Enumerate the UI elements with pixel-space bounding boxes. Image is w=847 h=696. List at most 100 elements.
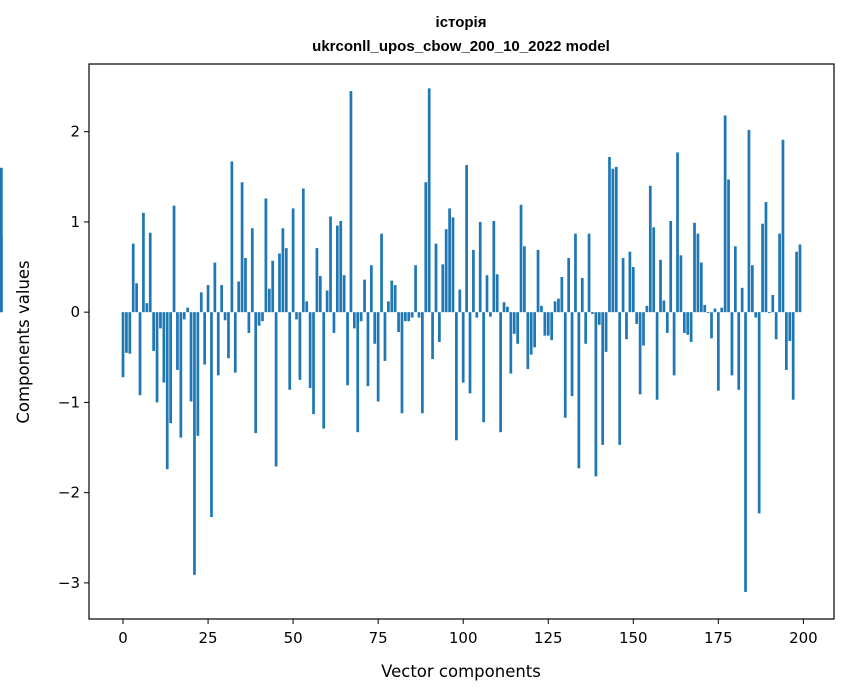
bar-49 — [288, 312, 292, 390]
bar-58 — [318, 276, 322, 313]
bar-190 — [768, 312, 771, 314]
bar-10 — [155, 312, 159, 403]
y-axis-label: Components values — [14, 260, 33, 423]
bar-183 — [744, 312, 747, 592]
x-tick-label: 150 — [619, 629, 648, 647]
bar-142 — [604, 312, 608, 352]
bar-94 — [441, 264, 445, 313]
bar-96 — [448, 208, 451, 313]
bar-174 — [713, 308, 717, 313]
bar-138 — [591, 312, 594, 314]
bar-26 — [210, 312, 213, 518]
bar-11 — [159, 312, 162, 329]
bar-116 — [516, 312, 519, 344]
x-axis-ticks: 0 25 50 75 100 125 150 175 200 — [118, 619, 818, 647]
bar-28 — [216, 312, 220, 376]
bar-167 — [689, 312, 693, 342]
bar-85 — [410, 312, 414, 318]
bar-171 — [703, 304, 707, 313]
bar-199 — [798, 244, 802, 313]
bar-120 — [529, 312, 533, 355]
bar-154 — [645, 305, 649, 313]
bar-75 — [376, 312, 380, 402]
y-tick-label: −2 — [58, 484, 80, 502]
bar-136 — [584, 312, 588, 344]
bar-144 — [611, 168, 615, 313]
bar-16 — [176, 312, 179, 370]
bar-48 — [284, 248, 288, 313]
bar-108 — [489, 312, 492, 317]
bar-63 — [335, 225, 339, 313]
bar-67 — [349, 91, 353, 313]
bar-50 — [291, 208, 295, 313]
y-tick-label: −3 — [58, 574, 80, 592]
bar-8 — [148, 232, 152, 313]
bar-134 — [577, 312, 581, 469]
bar-27 — [213, 262, 217, 313]
bar-83 — [404, 312, 407, 322]
bar-188 — [761, 223, 764, 313]
bar-86 — [414, 265, 417, 313]
x-tick-label: 175 — [704, 629, 733, 647]
bar-43 — [267, 288, 271, 313]
bar-115 — [512, 312, 516, 334]
bar-61 — [329, 216, 332, 313]
bar-113 — [506, 306, 509, 313]
bar-198 — [795, 251, 798, 313]
bar-166 — [686, 312, 690, 335]
bar-6 — [142, 212, 145, 313]
bar-148 — [625, 312, 628, 340]
bar-192 — [774, 312, 778, 340]
bar-87 — [417, 312, 421, 318]
bar-46 — [278, 253, 281, 313]
bar-172 — [706, 312, 710, 314]
bar-97 — [451, 217, 455, 313]
bar-55 — [308, 312, 312, 388]
bar-47 — [281, 228, 285, 313]
bar-71 — [363, 279, 366, 313]
bar-175 — [716, 312, 720, 391]
bar-187 — [757, 312, 761, 514]
bar-0 — [121, 312, 125, 378]
bar-66 — [346, 312, 349, 386]
bar-25 — [206, 285, 210, 313]
x-tick-label: 100 — [449, 629, 478, 647]
bar-15 — [172, 205, 176, 313]
x-tick-label: 200 — [789, 629, 818, 647]
bar-112 — [502, 302, 506, 313]
bar-22 — [196, 312, 200, 436]
bar-64 — [339, 221, 343, 313]
bar-56 — [312, 312, 315, 415]
bar-197 — [791, 312, 795, 400]
bar-126 — [550, 312, 554, 341]
bar-20 — [189, 312, 193, 402]
bar-102 — [468, 312, 472, 394]
bar-193 — [778, 233, 781, 313]
bar-189 — [764, 202, 768, 313]
x-tick-label: 125 — [534, 629, 563, 647]
bar-14 — [169, 312, 172, 424]
bar-70 — [359, 312, 363, 322]
x-tick-label: 50 — [284, 629, 303, 647]
bar-163 — [676, 152, 679, 313]
bar-131 — [567, 258, 571, 313]
bar-155 — [648, 185, 652, 313]
bar-201 — [0, 234, 3, 313]
x-axis-label: Vector components — [381, 662, 541, 681]
bar-123 — [540, 305, 543, 313]
bar-170 — [699, 262, 703, 313]
x-tick-label: 75 — [369, 629, 388, 647]
bar-13 — [165, 312, 169, 470]
bar-196 — [788, 312, 792, 342]
bar-182 — [740, 287, 744, 313]
bar-12 — [162, 312, 166, 383]
bar-125 — [546, 312, 550, 336]
x-tick-label: 0 — [118, 629, 128, 647]
bar-140 — [597, 312, 601, 325]
bar-110 — [495, 274, 499, 313]
bar-72 — [366, 312, 370, 387]
bar-80 — [393, 285, 397, 313]
bar-41 — [261, 312, 264, 322]
bar-4 — [135, 283, 138, 313]
bar-181 — [737, 312, 741, 390]
